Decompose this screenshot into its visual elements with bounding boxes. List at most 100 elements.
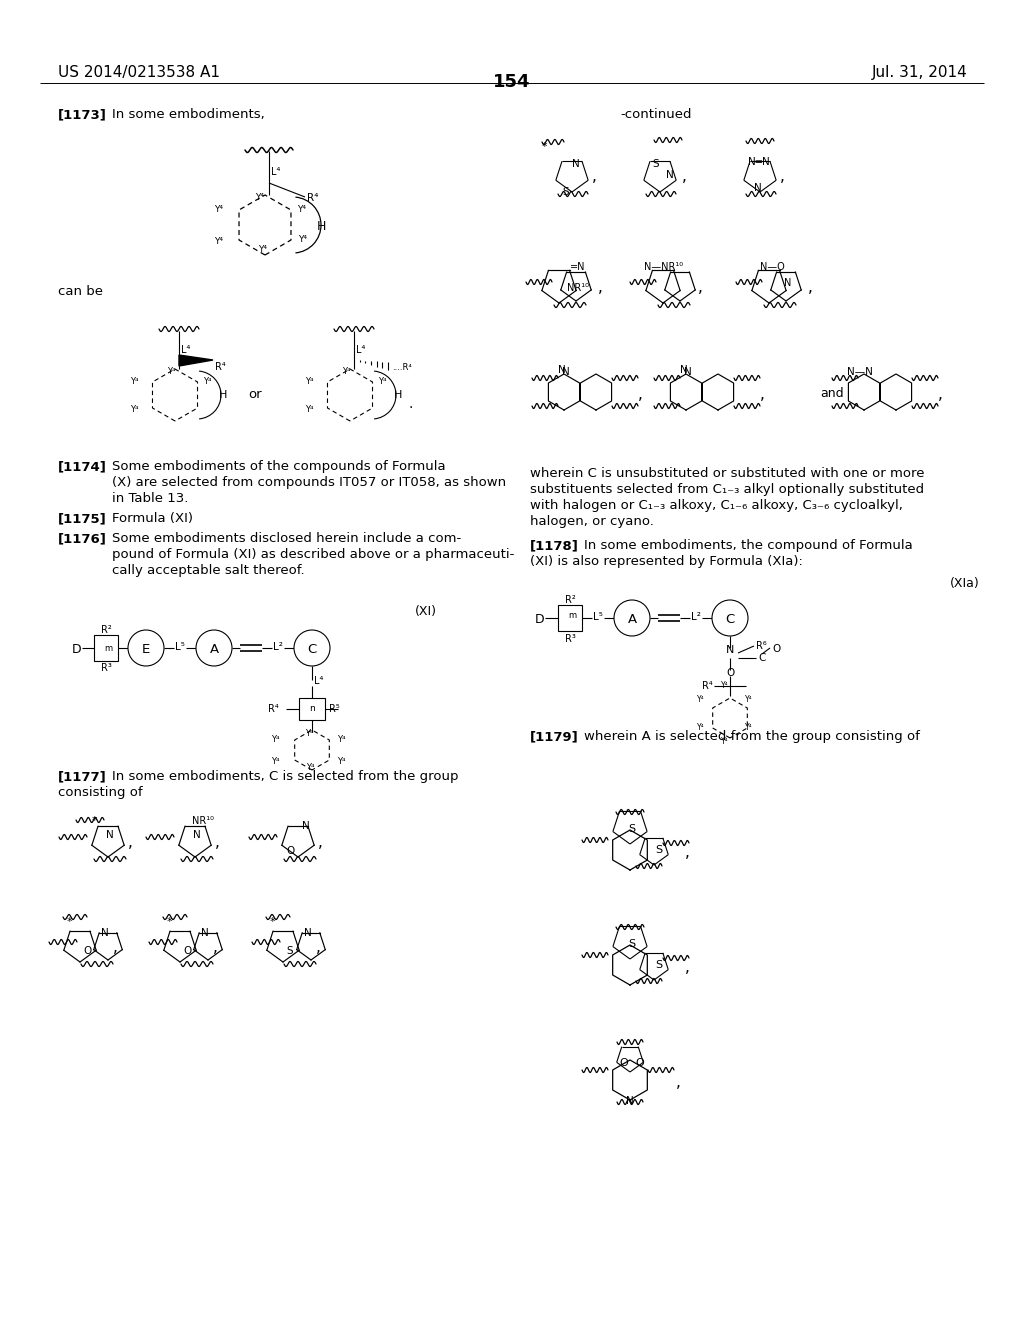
Text: Y⁴: Y⁴ [271,756,280,766]
Text: or: or [248,388,261,401]
Text: N: N [106,830,114,840]
Text: N: N [667,170,674,180]
Text: US 2014/0213538 A1: US 2014/0213538 A1 [58,65,220,81]
Text: R³: R³ [100,663,112,673]
Text: R⁴: R⁴ [702,681,713,690]
Text: Y⁴: Y⁴ [297,206,306,214]
Text: C: C [758,653,765,663]
Text: ,: , [938,387,943,403]
Text: NR¹⁰: NR¹⁰ [193,816,214,826]
Text: n: n [309,704,314,713]
Text: H: H [219,389,227,400]
Text: Some embodiments of the compounds of Formula: Some embodiments of the compounds of For… [112,459,445,473]
Text: 154: 154 [494,73,530,91]
Text: Some embodiments disclosed herein include a com-: Some embodiments disclosed herein includ… [112,532,461,545]
Text: Y⁴: Y⁴ [378,378,387,385]
Text: R⁴: R⁴ [215,362,225,372]
Text: N═N: N═N [748,157,770,168]
Text: consisting of: consisting of [58,785,142,799]
Text: Y⁴: Y⁴ [298,235,307,244]
Text: S: S [287,946,293,956]
Text: N: N [572,158,580,169]
Text: N—NR¹⁰: N—NR¹⁰ [644,261,684,272]
Text: N—N: N—N [847,367,872,378]
Text: N: N [101,928,109,939]
Text: ,: , [682,169,687,183]
Text: Y⁴: Y⁴ [130,378,138,385]
Text: ,: , [698,280,702,294]
Text: In some embodiments,: In some embodiments, [112,108,265,121]
Text: =N: =N [570,261,586,272]
Text: Y⁴: Y⁴ [130,405,138,414]
Text: Y⁴: Y⁴ [214,206,222,214]
Text: Formula (XI): Formula (XI) [112,512,193,525]
Text: ....R⁴: ....R⁴ [392,363,412,372]
Text: and: and [820,387,844,400]
Text: R⁴: R⁴ [307,193,318,203]
Text: R²: R² [100,624,112,635]
Text: [1176]: [1176] [58,532,106,545]
Text: N—O: N—O [760,261,784,272]
Text: R²: R² [564,595,575,605]
Text: O: O [83,946,91,956]
Text: wherein C is unsubstituted or substituted with one or more: wherein C is unsubstituted or substitute… [530,467,925,480]
Text: S: S [629,939,636,949]
Text: N: N [684,367,692,378]
Text: E: E [142,643,151,656]
Text: R⁵: R⁵ [329,704,340,714]
Text: R³: R³ [564,634,575,644]
Text: L⁴: L⁴ [271,168,281,177]
Text: L²: L² [273,642,283,652]
Text: N: N [680,366,688,375]
Polygon shape [179,355,213,366]
Circle shape [294,630,330,667]
Text: [1173]: [1173] [58,108,106,121]
Text: in Table 13.: in Table 13. [112,492,188,506]
Text: R⁴: R⁴ [268,704,279,714]
Text: O: O [620,1059,629,1068]
Text: D: D [72,643,82,656]
Text: N: N [201,928,209,939]
Circle shape [712,601,748,636]
Text: *: * [270,917,275,927]
Text: with halogen or C₁₋₃ alkoxy, C₁₋₆ alkoxy, C₃₋₆ cycloalkyl,: with halogen or C₁₋₃ alkoxy, C₁₋₆ alkoxy… [530,499,903,512]
Text: L⁵: L⁵ [175,642,185,652]
Text: N: N [754,183,762,193]
Text: Y⁴: Y⁴ [697,696,705,705]
Text: N: N [304,928,312,939]
Text: *: * [167,917,173,927]
Text: ,: , [808,280,813,294]
Text: *: * [542,143,548,152]
Text: Y⁴: Y⁴ [342,367,350,375]
Text: Y⁴: Y⁴ [337,756,345,766]
Text: O: O [183,946,191,956]
Text: [1178]: [1178] [530,539,579,552]
Text: m: m [104,644,112,653]
Bar [94,635,118,661]
Text: Y⁴: Y⁴ [745,723,753,733]
Text: H: H [394,389,402,400]
Text: ,: , [685,845,690,861]
Text: S: S [655,845,663,855]
Text: L²: L² [691,612,700,622]
Text: In some embodiments, C is selected from the group: In some embodiments, C is selected from … [112,770,459,783]
Text: L⁴: L⁴ [314,676,324,686]
Text: Y⁴: Y⁴ [305,729,313,738]
Text: Y⁴: Y⁴ [305,405,313,414]
Text: .: . [408,397,413,411]
Text: A: A [210,643,218,656]
Text: Y⁴: Y⁴ [721,681,729,690]
Text: *: * [92,816,97,826]
Text: ,: , [215,836,220,850]
Text: -continued: -continued [620,108,691,121]
Bar [558,605,582,631]
Text: cally acceptable salt thereof.: cally acceptable salt thereof. [112,564,304,577]
Text: ,: , [318,836,323,850]
Text: Y⁴: Y⁴ [337,735,345,744]
Text: H: H [317,220,327,234]
Text: N: N [194,830,201,840]
Text: substituents selected from C₁₋₃ alkyl optionally substituted: substituents selected from C₁₋₃ alkyl op… [530,483,924,496]
Text: [1175]: [1175] [58,512,106,525]
Text: S: S [655,960,663,970]
Text: ,: , [638,387,643,403]
